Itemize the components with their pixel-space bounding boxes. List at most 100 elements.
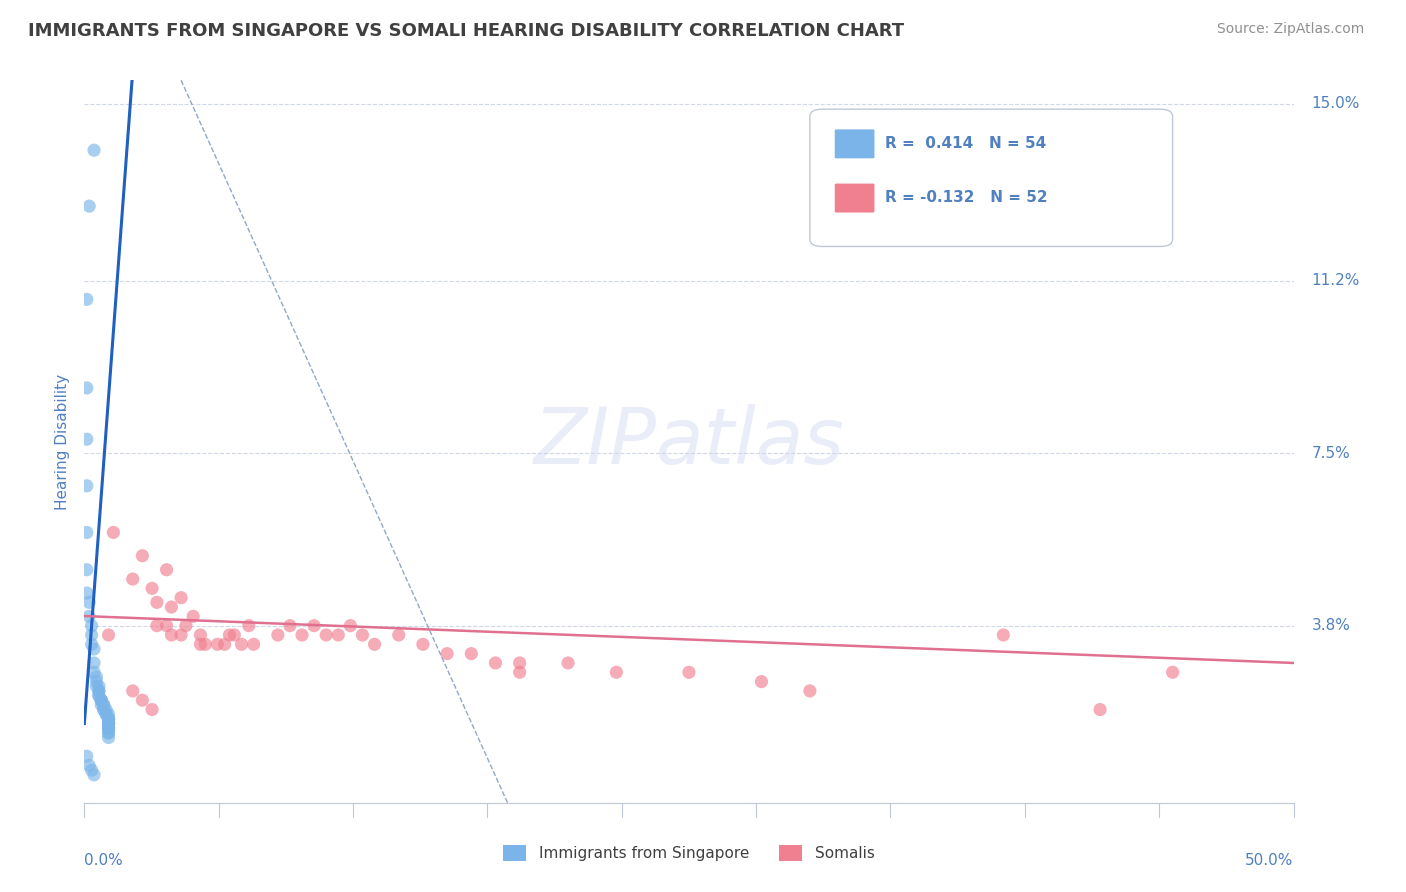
Point <box>97 716 120 731</box>
Point <box>94 707 117 722</box>
Text: R = -0.132   N = 52: R = -0.132 N = 52 <box>884 190 1047 205</box>
Point <box>388 628 411 642</box>
Point <box>170 628 193 642</box>
Text: 3.8%: 3.8% <box>1312 618 1351 633</box>
Point <box>267 628 290 642</box>
Point <box>181 609 204 624</box>
Point <box>87 684 110 698</box>
Point <box>97 712 120 726</box>
Point <box>509 656 531 670</box>
Point <box>339 618 361 632</box>
Point <box>242 637 264 651</box>
Point <box>76 749 98 764</box>
Point <box>93 698 115 712</box>
Point <box>97 731 120 745</box>
Point <box>155 563 177 577</box>
Point <box>352 628 374 642</box>
Point <box>76 586 98 600</box>
Point <box>218 628 240 642</box>
Point <box>90 693 112 707</box>
Point <box>121 684 143 698</box>
Point <box>160 600 183 615</box>
Point <box>90 693 112 707</box>
Point <box>557 656 579 670</box>
Point <box>146 618 169 632</box>
Point <box>194 637 217 651</box>
Point <box>231 637 253 651</box>
Point <box>83 768 105 782</box>
Text: R =  0.414   N = 54: R = 0.414 N = 54 <box>884 136 1046 151</box>
Point <box>97 716 120 731</box>
Point <box>83 665 105 680</box>
FancyBboxPatch shape <box>834 183 875 213</box>
Point <box>238 618 260 632</box>
Point <box>460 647 482 661</box>
Text: 7.5%: 7.5% <box>1312 446 1350 460</box>
Point <box>302 618 325 632</box>
Point <box>605 665 627 680</box>
Text: 11.2%: 11.2% <box>1312 273 1360 288</box>
Point <box>83 642 105 657</box>
Point <box>131 549 153 563</box>
Point <box>131 693 153 707</box>
Text: ZIPatlas: ZIPatlas <box>533 403 845 480</box>
Point <box>291 628 314 642</box>
Point <box>87 684 110 698</box>
Point <box>80 637 103 651</box>
Point <box>315 628 337 642</box>
Point <box>97 721 120 735</box>
Text: 15.0%: 15.0% <box>1312 96 1360 112</box>
Point <box>799 684 821 698</box>
Point <box>484 656 506 670</box>
Point <box>509 665 531 680</box>
Point <box>93 702 115 716</box>
Point <box>412 637 434 651</box>
Point <box>97 712 120 726</box>
Point <box>80 628 103 642</box>
Point <box>993 628 1015 642</box>
Point <box>170 591 193 605</box>
Point <box>87 689 110 703</box>
Point <box>76 563 98 577</box>
Point <box>363 637 385 651</box>
Point <box>97 721 120 735</box>
Point <box>83 143 105 157</box>
Point <box>97 707 120 722</box>
Point <box>678 665 700 680</box>
Point <box>76 293 98 307</box>
Text: 50.0%: 50.0% <box>1246 854 1294 869</box>
Point <box>97 716 120 731</box>
Point <box>97 716 120 731</box>
Point <box>207 637 229 651</box>
Legend: Immigrants from Singapore, Somalis: Immigrants from Singapore, Somalis <box>498 839 880 867</box>
Point <box>94 707 117 722</box>
Point <box>90 693 112 707</box>
Y-axis label: Hearing Disability: Hearing Disability <box>55 374 70 509</box>
Point <box>436 647 458 661</box>
Point <box>93 702 115 716</box>
Point <box>97 712 120 726</box>
Point <box>76 525 98 540</box>
Point <box>146 595 169 609</box>
Text: IMMIGRANTS FROM SINGAPORE VS SOMALI HEARING DISABILITY CORRELATION CHART: IMMIGRANTS FROM SINGAPORE VS SOMALI HEAR… <box>28 22 904 40</box>
Point <box>86 670 108 684</box>
Point <box>77 609 100 624</box>
Point <box>87 679 110 693</box>
Point <box>97 726 120 740</box>
Point <box>97 628 120 642</box>
Point <box>87 689 110 703</box>
Point <box>77 199 100 213</box>
Point <box>93 698 115 712</box>
Point <box>174 618 197 632</box>
Point <box>1161 665 1184 680</box>
Point <box>90 698 112 712</box>
Point <box>141 582 163 596</box>
Point <box>190 628 212 642</box>
Point <box>76 381 98 395</box>
Point <box>190 637 212 651</box>
FancyBboxPatch shape <box>810 109 1173 246</box>
Point <box>77 758 100 772</box>
Point <box>155 618 177 632</box>
Point <box>328 628 350 642</box>
Point <box>83 656 105 670</box>
